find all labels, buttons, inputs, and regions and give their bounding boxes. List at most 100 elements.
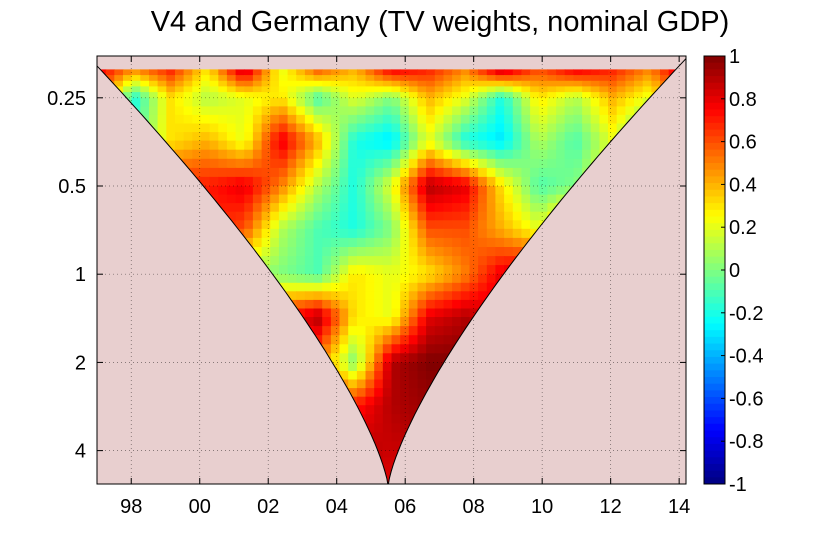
heatmap-cell: [252, 176, 263, 187]
heatmap-cell: [374, 92, 384, 99]
heatmap-cell: [278, 106, 289, 116]
heatmap-cell: [287, 149, 297, 160]
heatmap-cell: [521, 176, 531, 187]
heatmap-cell: [408, 388, 419, 398]
heatmap-cell: [556, 92, 566, 99]
heatmap-cell: [304, 176, 315, 187]
heatmap-cell: [538, 149, 549, 160]
colorbar-swatch: [704, 196, 725, 204]
heatmap-cell: [278, 80, 289, 88]
heatmap-cell: [365, 123, 375, 133]
heatmap-cell: [356, 317, 367, 327]
heatmap-cell: [382, 176, 393, 187]
heatmap-cell: [417, 265, 427, 275]
heatmap-cell: [460, 228, 471, 239]
heatmap-cell: [443, 158, 453, 169]
heatmap-cell: [478, 203, 488, 213]
heatmap-cell: [521, 149, 531, 160]
heatmap-cell: [556, 132, 566, 142]
heatmap-cell: [296, 256, 306, 266]
heatmap-cell: [495, 149, 505, 160]
heatmap-cell: [322, 203, 332, 213]
heatmap-cell: [348, 317, 358, 327]
heatmap-cell: [270, 228, 280, 239]
heatmap-cell: [374, 353, 384, 363]
heatmap-cell: [434, 228, 445, 239]
heatmap-cell: [400, 75, 410, 82]
heatmap-cell: [530, 140, 540, 151]
heatmap-cell: [512, 237, 523, 248]
heatmap-cell: [573, 69, 583, 76]
heatmap-cell: [608, 92, 618, 99]
heatmap-cell: [209, 80, 219, 88]
heatmap-cell: [495, 140, 505, 151]
heatmap-cell: [616, 80, 626, 88]
colorbar-swatch: [704, 370, 725, 378]
heatmap-cell: [374, 344, 384, 354]
heatmap-cell: [252, 69, 263, 76]
heatmap-cell: [235, 92, 245, 99]
heatmap-cell: [452, 194, 462, 204]
x-tick-label: 12: [600, 496, 622, 518]
heatmap-cell: [339, 203, 349, 213]
heatmap-cell: [512, 80, 523, 88]
heatmap-cell: [296, 114, 306, 125]
heatmap-cell: [235, 80, 245, 88]
colorbar-tick-label: -0.2: [729, 303, 763, 325]
heatmap-cell: [530, 106, 540, 116]
heatmap-cell: [391, 194, 401, 204]
heatmap-cell: [166, 80, 176, 88]
heatmap-cell: [530, 220, 540, 230]
heatmap-cell: [538, 86, 549, 93]
heatmap-cell: [478, 86, 488, 93]
heatmap-cell: [270, 80, 280, 88]
heatmap-cell: [521, 75, 531, 82]
heatmap-cell: [434, 92, 445, 99]
heatmap-cell: [270, 167, 280, 178]
heatmap-cell: [469, 186, 479, 196]
heatmap-cell: [149, 106, 159, 116]
heatmap-cell: [374, 97, 384, 107]
heatmap-cell: [175, 106, 185, 116]
heatmap-cell: [616, 69, 626, 76]
heatmap-cell: [374, 176, 384, 187]
colorbar-tick-label: -0.6: [729, 388, 763, 410]
heatmap-cell: [408, 149, 419, 160]
heatmap-cell: [356, 388, 367, 398]
heatmap-cell: [374, 396, 384, 406]
heatmap-cell: [226, 69, 237, 76]
heatmap-cell: [556, 114, 566, 125]
heatmap-cell: [374, 308, 384, 318]
colorbar-swatch: [704, 56, 725, 64]
heatmap-cell: [434, 167, 445, 178]
heatmap-cell: [339, 140, 349, 151]
heatmap-cell: [426, 140, 436, 151]
heatmap-cell: [252, 75, 263, 82]
heatmap-cell: [478, 186, 488, 196]
heatmap-cell: [365, 237, 375, 248]
heatmap-cell: [486, 114, 497, 125]
heatmap-cell: [131, 92, 141, 99]
heatmap-cell: [634, 92, 644, 99]
heatmap-cell: [582, 75, 592, 82]
heatmap-cell: [382, 470, 393, 478]
heatmap-cell: [426, 237, 436, 248]
heatmap-cell: [296, 86, 306, 93]
heatmap-cell: [261, 92, 271, 99]
heatmap-cell: [382, 92, 393, 99]
heatmap-cell: [582, 140, 592, 151]
y-tick-label: 1: [75, 264, 86, 286]
heatmap-cell: [296, 140, 306, 151]
heatmap-cell: [400, 396, 410, 406]
heatmap-cell: [478, 114, 488, 125]
heatmap-cell: [417, 274, 427, 284]
heatmap-cell: [530, 80, 540, 88]
heatmap-cell: [478, 97, 488, 107]
colorbar-swatch: [704, 209, 725, 217]
heatmap-cell: [434, 256, 445, 266]
heatmap-cell: [426, 132, 436, 142]
heatmap-cell: [538, 92, 549, 99]
heatmap-cell: [166, 69, 176, 76]
heatmap-cell: [547, 194, 557, 204]
